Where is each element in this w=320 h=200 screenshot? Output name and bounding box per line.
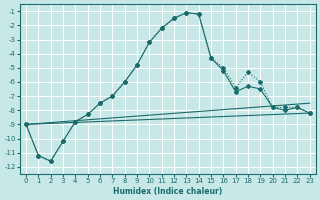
X-axis label: Humidex (Indice chaleur): Humidex (Indice chaleur) bbox=[113, 187, 222, 196]
